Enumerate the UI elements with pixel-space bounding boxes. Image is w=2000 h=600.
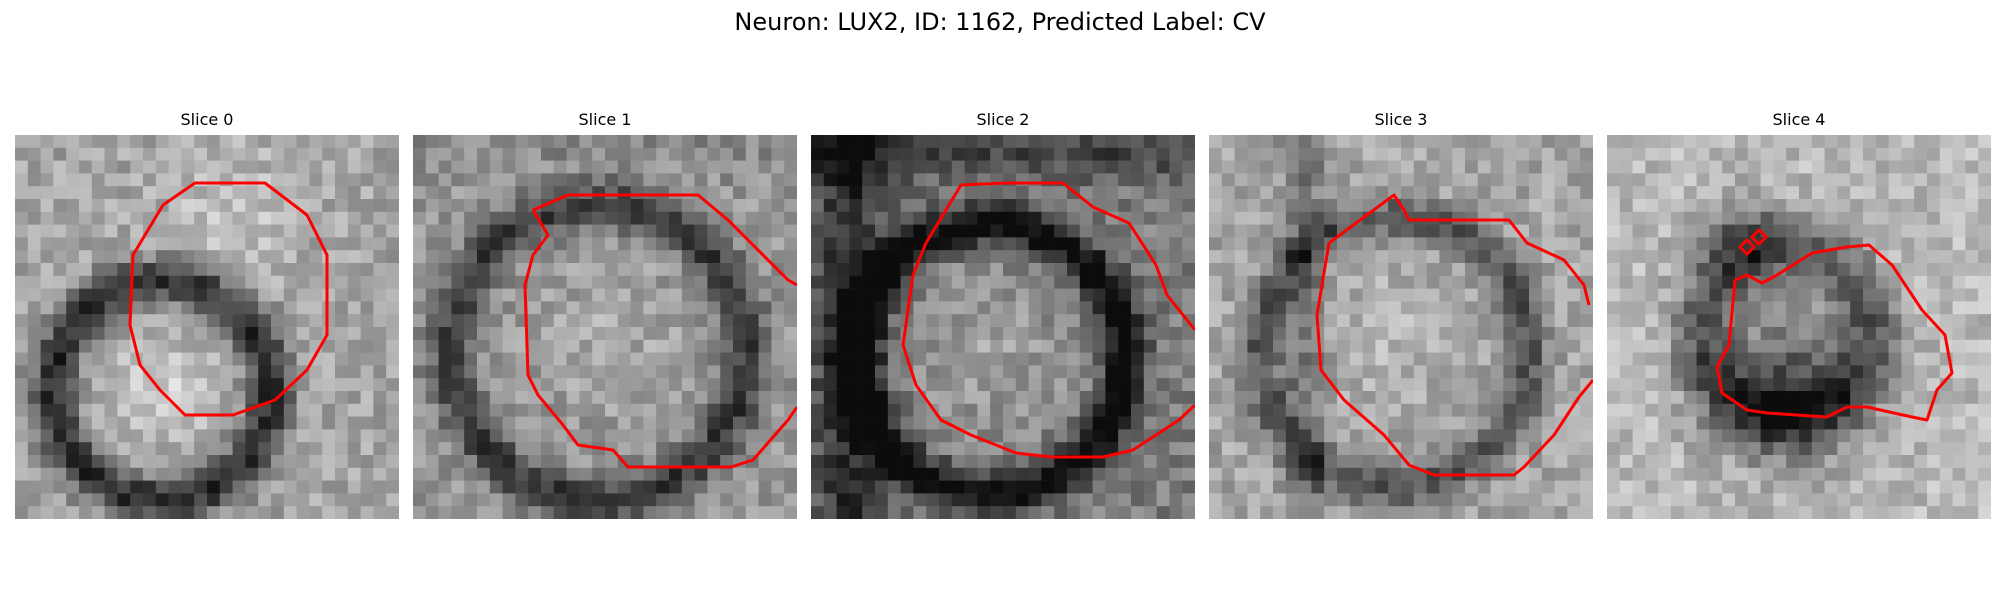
slice-title: Slice 1 [578,110,632,129]
microscopy-image-4 [1607,135,1991,519]
slice-panel-0: Slice 0 [15,108,399,519]
slice-image [1209,135,1593,519]
slice-image [811,135,1195,519]
slice-title: Slice 2 [976,110,1030,129]
slice-image [1607,135,1991,519]
slice-image [413,135,797,519]
segmentation-contour-1 [523,193,797,469]
figure-title: Neuron: LUX2, ID: 1162, Predicted Label:… [734,8,1266,36]
slice-panel-4: Slice 4 [1607,108,1991,519]
slice-title: Slice 4 [1772,110,1826,129]
segmentation-contour-4 [1715,228,1954,422]
slice-panel-2: Slice 2 [811,108,1195,519]
segmentation-contour-2 [901,181,1195,459]
slice-panel-3: Slice 3 [1209,108,1593,519]
slice-panel-1: Slice 1 [413,108,797,519]
slice-title: Slice 3 [1374,110,1428,129]
slice-title: Slice 0 [180,110,234,129]
segmentation-contour-3 [1315,193,1593,477]
microscopy-image-2 [811,135,1195,519]
slice-image [15,135,399,519]
segmentation-contour-0 [128,181,329,417]
